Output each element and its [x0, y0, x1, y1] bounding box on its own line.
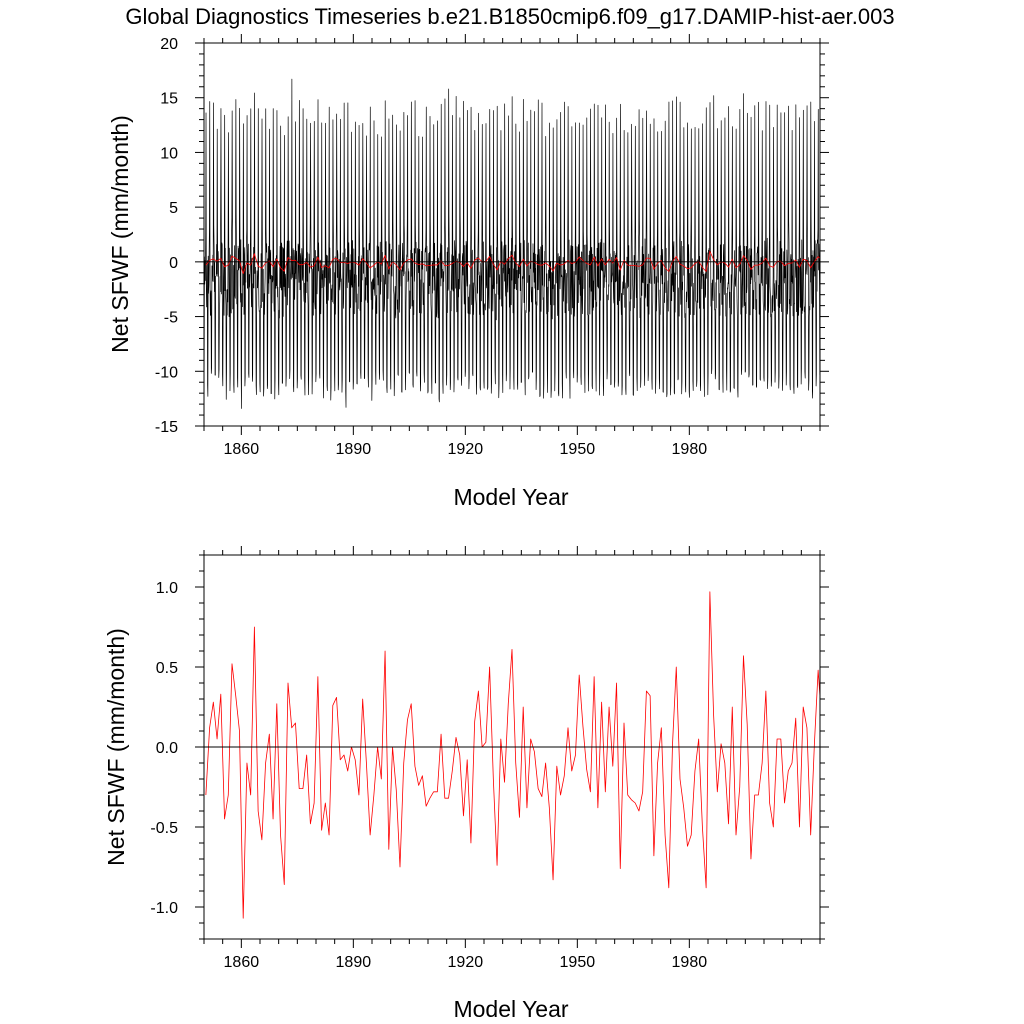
monthly-axis-layer: 1860 1890 1920 1950 1980 -15 -10 -5 0 5 10 15 20 [155, 34, 829, 458]
y-tick-label: -15 [155, 419, 178, 436]
x-tick-label: 1860 [224, 954, 260, 971]
x-tick-label: 1950 [560, 954, 596, 971]
y-tick-label: -5 [164, 310, 178, 327]
figure-title: Global Diagnostics Timeseries b.e21.B185… [125, 4, 894, 29]
y-tick-label: 0 [169, 255, 178, 272]
x-tick-label: 1920 [448, 954, 484, 971]
annual-series-line [205, 591, 820, 919]
annual-panel-ylabel: Net SFWF (mm/month) [103, 628, 129, 866]
monthly-panel-xlabel: Model Year [453, 484, 568, 510]
monthly-panel-ylabel: Net SFWF (mm/month) [107, 115, 133, 353]
y-tick-label: 20 [160, 36, 178, 53]
y-tick-label: -1.0 [150, 900, 178, 917]
y-tick-label: 15 [160, 91, 178, 108]
y-tick-label: 5 [169, 200, 178, 217]
y-tick-label: -0.5 [150, 820, 178, 837]
x-tick-label: 1890 [336, 441, 372, 458]
monthly-timeseries-panel: 1860 1890 1920 1950 1980 -15 -10 -5 0 5 10 15 20 Mod… [107, 34, 829, 510]
monthly-series-line [204, 78, 820, 409]
y-tick-label: 0.5 [156, 660, 178, 677]
y-tick-label: 10 [160, 145, 178, 162]
annual-plot-layer [204, 591, 820, 919]
x-tick-label: 1980 [672, 441, 708, 458]
x-tick-label: 1950 [560, 441, 596, 458]
y-tick-label: 1.0 [156, 580, 178, 597]
x-tick-label: 1860 [224, 441, 260, 458]
annual-panel-xlabel: Model Year [453, 996, 568, 1022]
plot-frame [203, 42, 821, 427]
y-tick-label: -10 [155, 364, 178, 381]
monthly-plot-layer [204, 78, 820, 409]
annual-timeseries-panel: 1860 1890 1920 1950 1980 -1.0 -0.5 0.0 0.5 1.0 Mo… [103, 546, 829, 1022]
x-tick-label: 1890 [336, 954, 372, 971]
x-tick-label: 1980 [672, 954, 708, 971]
x-tick-label: 1920 [448, 441, 484, 458]
y-tick-label: 0.0 [156, 740, 178, 757]
annual-axis-layer: 1860 1890 1920 1950 1980 -1.0 -0.5 0.0 0.5 1.0 [150, 546, 829, 971]
